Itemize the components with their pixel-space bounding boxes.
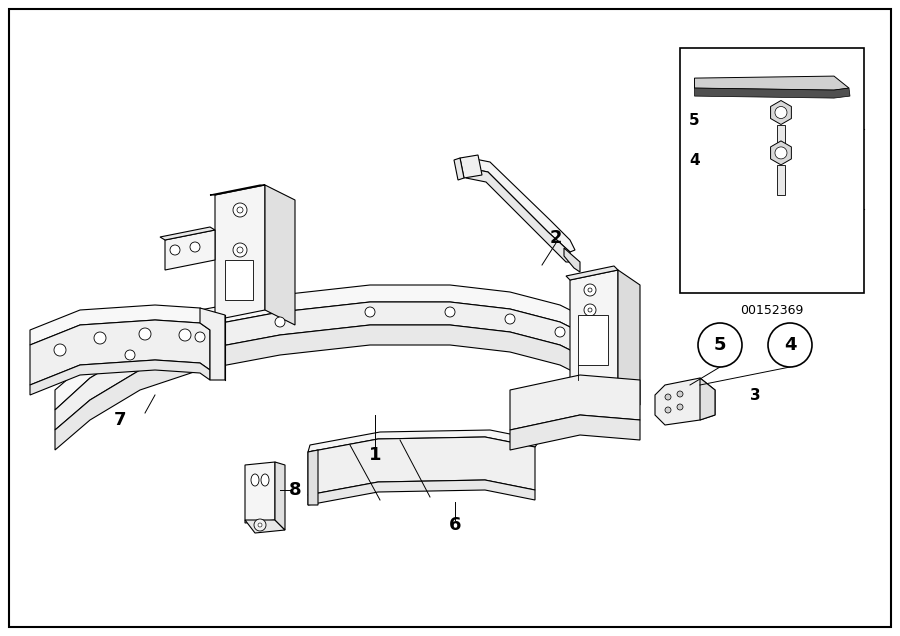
Polygon shape [564, 248, 580, 272]
Text: 00152369: 00152369 [740, 304, 804, 317]
Bar [680, 48, 864, 293]
Polygon shape [160, 227, 215, 240]
Polygon shape [466, 168, 570, 262]
Circle shape [254, 519, 266, 531]
Circle shape [365, 307, 375, 317]
Circle shape [677, 404, 683, 410]
Polygon shape [308, 437, 535, 495]
Polygon shape [308, 480, 535, 505]
Circle shape [233, 243, 247, 257]
Circle shape [125, 350, 135, 360]
Polygon shape [700, 378, 715, 420]
Polygon shape [510, 375, 640, 430]
Polygon shape [245, 520, 285, 533]
Circle shape [233, 203, 247, 217]
Polygon shape [655, 378, 715, 425]
Circle shape [190, 242, 200, 252]
Text: 1: 1 [369, 446, 382, 464]
Circle shape [584, 284, 596, 296]
Circle shape [237, 247, 243, 253]
Circle shape [505, 314, 515, 324]
Text: 3: 3 [750, 387, 760, 403]
Bar [225, 260, 253, 300]
Polygon shape [215, 185, 265, 320]
Circle shape [665, 407, 671, 413]
Text: 5: 5 [689, 113, 700, 128]
Polygon shape [460, 155, 482, 178]
Circle shape [588, 288, 592, 292]
Polygon shape [468, 158, 575, 252]
Polygon shape [454, 158, 464, 180]
Circle shape [775, 147, 787, 159]
Polygon shape [165, 230, 215, 270]
Circle shape [195, 332, 205, 342]
Circle shape [768, 323, 812, 367]
Ellipse shape [251, 474, 259, 486]
Polygon shape [510, 415, 640, 450]
Circle shape [237, 287, 243, 293]
Bar [777, 165, 785, 195]
Circle shape [139, 328, 151, 340]
Bar [578, 315, 608, 365]
Circle shape [775, 106, 787, 118]
Text: 6: 6 [449, 516, 461, 534]
Circle shape [275, 317, 285, 327]
Circle shape [54, 344, 66, 356]
Polygon shape [55, 325, 620, 450]
Circle shape [258, 523, 262, 527]
Polygon shape [210, 185, 265, 195]
Circle shape [237, 207, 243, 213]
Polygon shape [618, 270, 640, 405]
Polygon shape [308, 450, 318, 505]
Polygon shape [308, 430, 540, 452]
Polygon shape [200, 308, 225, 380]
Bar [777, 125, 785, 155]
Polygon shape [695, 76, 849, 90]
Circle shape [179, 329, 191, 341]
Polygon shape [245, 462, 275, 523]
Circle shape [698, 323, 742, 367]
Circle shape [555, 327, 565, 337]
Circle shape [588, 308, 592, 312]
Text: 2: 2 [550, 229, 562, 247]
Text: 4: 4 [784, 336, 796, 354]
Polygon shape [30, 360, 210, 395]
Circle shape [665, 394, 671, 400]
Polygon shape [566, 266, 618, 280]
Polygon shape [30, 320, 210, 385]
Circle shape [170, 245, 180, 255]
Text: 8: 8 [289, 481, 302, 499]
Circle shape [445, 307, 455, 317]
Polygon shape [695, 88, 850, 98]
Text: 5: 5 [714, 336, 726, 354]
Ellipse shape [261, 474, 269, 486]
Text: 4: 4 [689, 153, 700, 169]
Polygon shape [30, 305, 210, 345]
Polygon shape [570, 270, 618, 400]
Circle shape [584, 304, 596, 316]
Text: 7: 7 [113, 411, 126, 429]
Circle shape [677, 391, 683, 397]
Circle shape [94, 332, 106, 344]
Circle shape [233, 283, 247, 297]
Polygon shape [55, 285, 620, 410]
Polygon shape [275, 462, 285, 530]
Polygon shape [265, 185, 295, 325]
Polygon shape [55, 302, 620, 430]
